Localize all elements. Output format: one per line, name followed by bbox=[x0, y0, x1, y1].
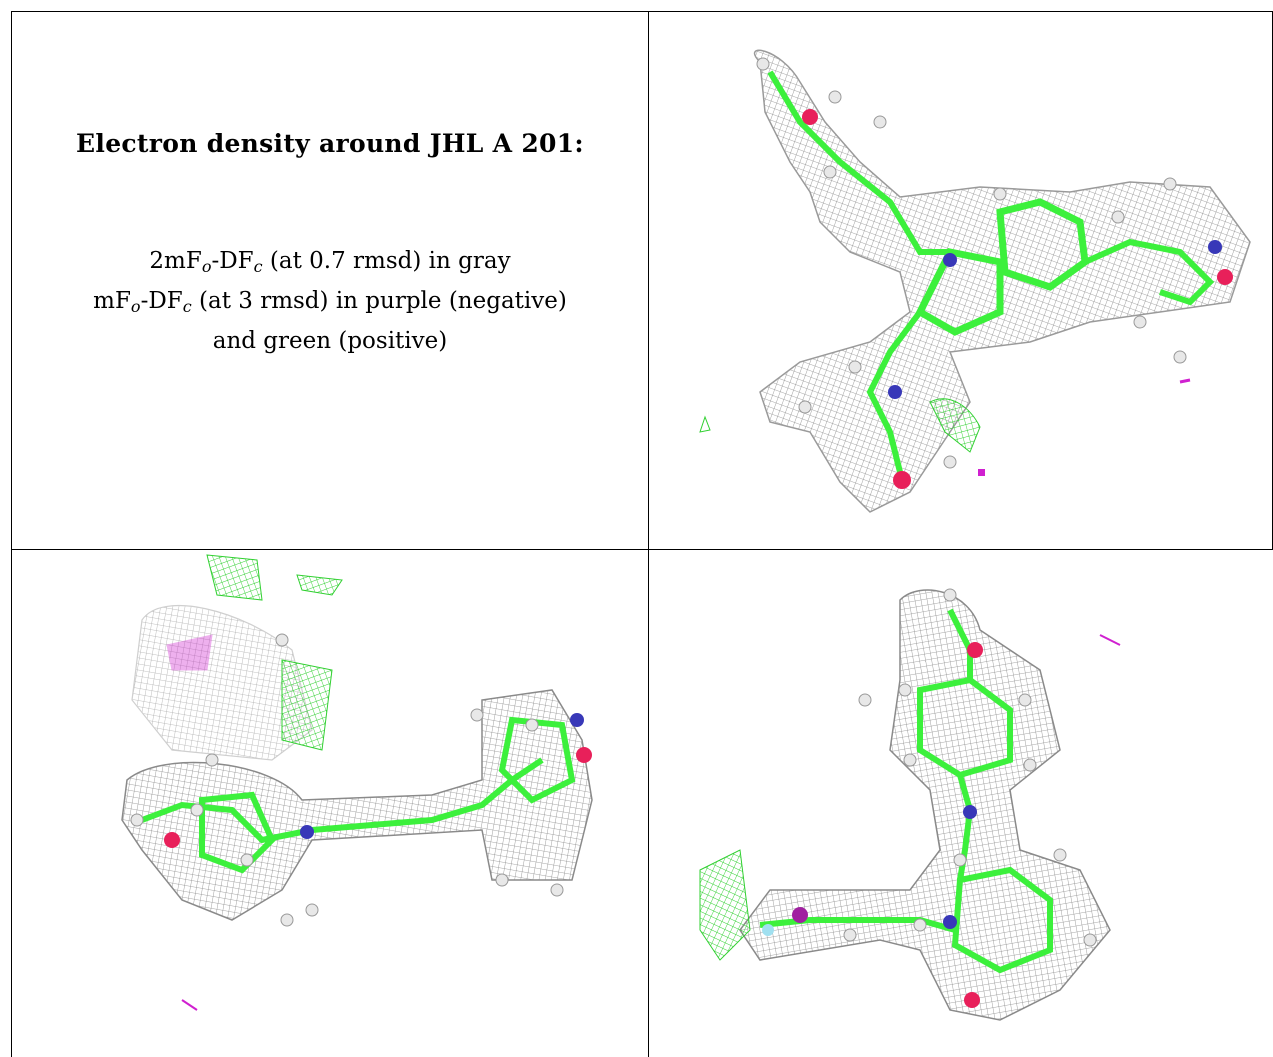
nitrogen-atom bbox=[888, 385, 902, 399]
oxygen-atom bbox=[576, 747, 592, 763]
oxygen-atom bbox=[1217, 269, 1233, 285]
ring bbox=[199, 791, 276, 874]
positive-density bbox=[281, 659, 333, 751]
table-row-divider bbox=[11, 549, 1273, 550]
side-chain-lower bbox=[866, 310, 923, 473]
negative-density bbox=[1179, 378, 1191, 384]
positive-density bbox=[699, 849, 751, 961]
oxygen-atom bbox=[164, 832, 180, 848]
hydrogen-atoms bbox=[843, 588, 1097, 947]
fluorine-atom bbox=[762, 924, 774, 936]
hydrogen-atoms bbox=[130, 633, 564, 927]
positive-density bbox=[296, 574, 343, 596]
description-line-2: mFo-DFc (at 3 rmsd) in purple (negative) bbox=[93, 288, 567, 316]
fluorine-atom bbox=[792, 907, 808, 923]
negative-density bbox=[166, 634, 213, 671]
density-image-top-right bbox=[699, 49, 1251, 513]
nitrogen-atom bbox=[570, 713, 584, 727]
ring bbox=[951, 866, 1053, 974]
table-border-left bbox=[11, 11, 12, 1057]
density-mesh bbox=[121, 689, 593, 921]
caption-cell: Electron density around JHL A 201: 2mFo-… bbox=[11, 11, 649, 549]
figure-title: Electron density around JHL A 201: bbox=[76, 129, 584, 158]
negative-density bbox=[978, 469, 985, 476]
oxygen-atom bbox=[893, 471, 911, 489]
description-line-1: 2mFo-DFc (at 0.7 rmsd) in gray bbox=[149, 248, 511, 276]
side-chain-upper bbox=[767, 70, 950, 255]
nitrogen-atom bbox=[300, 825, 314, 839]
ligand-backbone bbox=[140, 757, 544, 844]
oxygen-atom bbox=[964, 992, 980, 1008]
nitrogen-atom bbox=[943, 253, 957, 267]
nitrogen-atom bbox=[943, 915, 957, 929]
negative-density bbox=[1099, 634, 1121, 646]
figure-description: 2mFo-DFc (at 0.7 rmsd) in gray mFo-DFc (… bbox=[11, 244, 649, 359]
nitrogen-atom bbox=[1208, 240, 1222, 254]
density-view-bottom-right bbox=[650, 550, 1272, 1057]
ring bbox=[498, 716, 576, 804]
pyrimidine-ring bbox=[915, 248, 1004, 336]
nitrogen-atom bbox=[963, 805, 977, 819]
description-line-3: and green (positive) bbox=[212, 328, 448, 354]
density-image-bottom-right bbox=[699, 588, 1121, 1021]
positive-density bbox=[929, 398, 981, 453]
oxygen-atom bbox=[802, 109, 818, 125]
figure-table: Electron density around JHL A 201: 2mFo-… bbox=[11, 11, 1273, 1057]
density-mesh-faded bbox=[131, 605, 313, 761]
density-view-bottom-left bbox=[12, 550, 648, 1057]
hydrogen-atoms bbox=[756, 57, 1187, 469]
density-image-bottom-left bbox=[121, 554, 593, 1011]
positive-density bbox=[206, 554, 263, 601]
table-column-divider bbox=[648, 11, 649, 1057]
side-chain-right bbox=[1083, 238, 1215, 306]
oxygen-atom bbox=[967, 642, 983, 658]
negative-density bbox=[181, 999, 198, 1011]
side-chain-left bbox=[759, 917, 956, 933]
density-view-top-right bbox=[650, 12, 1272, 549]
table-border-top bbox=[11, 11, 1273, 12]
density-mesh bbox=[739, 589, 1111, 1021]
positive-density bbox=[699, 415, 711, 433]
